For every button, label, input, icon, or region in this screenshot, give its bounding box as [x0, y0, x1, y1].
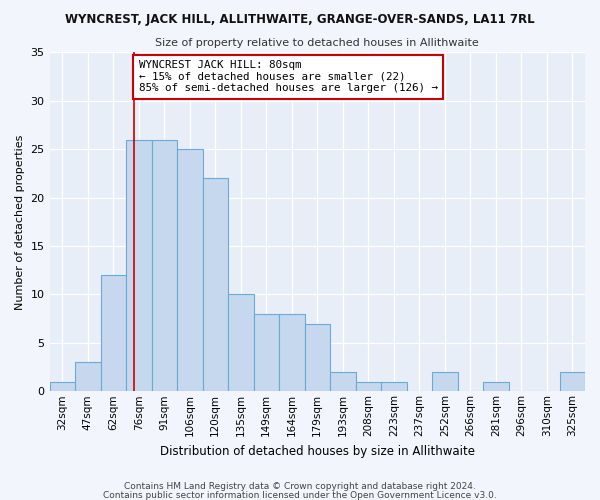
Bar: [381, 382, 407, 392]
Bar: [75, 362, 101, 392]
Bar: [305, 324, 330, 392]
Bar: [126, 140, 152, 392]
Text: WYNCREST JACK HILL: 80sqm
← 15% of detached houses are smaller (22)
85% of semi-: WYNCREST JACK HILL: 80sqm ← 15% of detac…: [139, 60, 438, 94]
Bar: [356, 382, 381, 392]
Bar: [432, 372, 458, 392]
Bar: [152, 140, 177, 392]
Bar: [203, 178, 228, 392]
Bar: [228, 294, 254, 392]
Text: Contains public sector information licensed under the Open Government Licence v3: Contains public sector information licen…: [103, 490, 497, 500]
Bar: [254, 314, 279, 392]
Bar: [279, 314, 305, 392]
Title: Size of property relative to detached houses in Allithwaite: Size of property relative to detached ho…: [155, 38, 479, 48]
Text: WYNCREST, JACK HILL, ALLITHWAITE, GRANGE-OVER-SANDS, LA11 7RL: WYNCREST, JACK HILL, ALLITHWAITE, GRANGE…: [65, 12, 535, 26]
Bar: [101, 275, 126, 392]
Text: Contains HM Land Registry data © Crown copyright and database right 2024.: Contains HM Land Registry data © Crown c…: [124, 482, 476, 491]
Y-axis label: Number of detached properties: Number of detached properties: [15, 134, 25, 310]
Bar: [483, 382, 509, 392]
Bar: [330, 372, 356, 392]
X-axis label: Distribution of detached houses by size in Allithwaite: Distribution of detached houses by size …: [160, 444, 475, 458]
Bar: [560, 372, 585, 392]
Bar: [50, 382, 75, 392]
Bar: [177, 150, 203, 392]
